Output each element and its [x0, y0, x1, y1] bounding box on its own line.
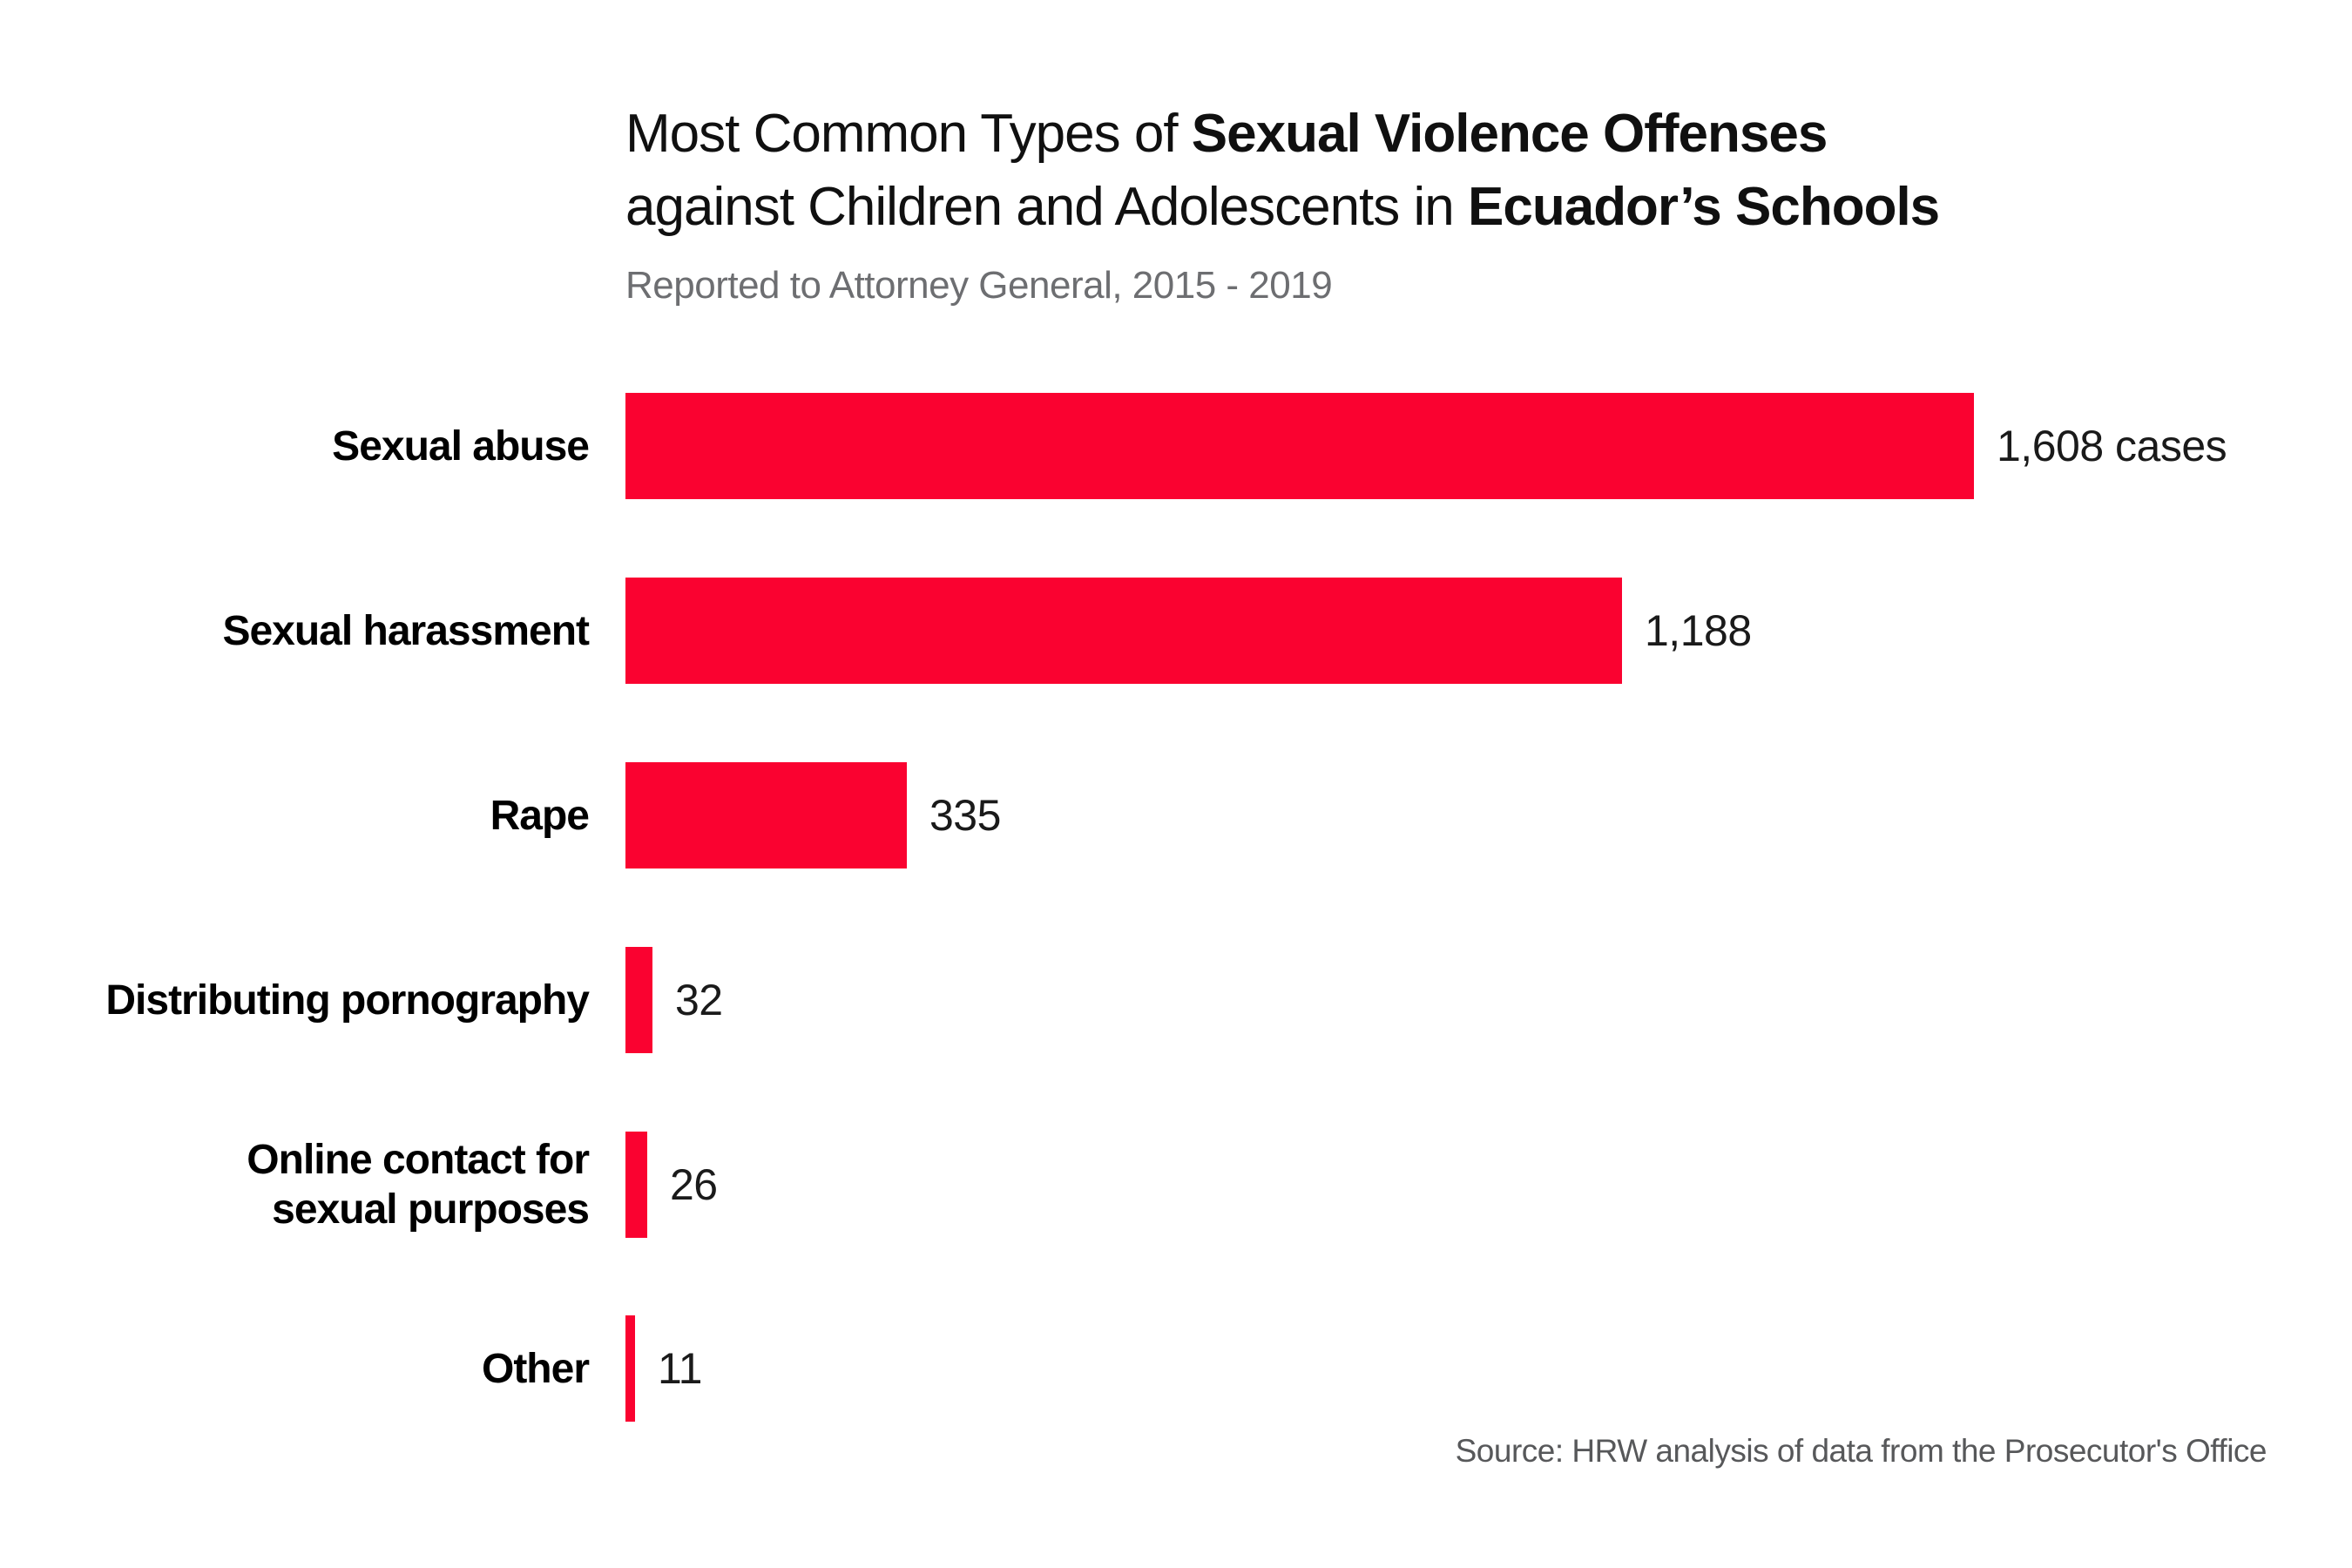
title-line2-regular: against Children and Adolescents in [625, 177, 1468, 237]
chart-row: Other 11 [0, 1315, 2352, 1422]
chart-row: Distributing pornography 32 [0, 947, 2352, 1053]
chart-row: Rape 335 [0, 762, 2352, 868]
chart-row: Online contact for sexual purposes 26 [0, 1132, 2352, 1238]
value-label: 26 [670, 1160, 718, 1209]
value-label: 11 [658, 1344, 702, 1393]
bar [625, 947, 652, 1053]
chart-title: Most Common Types of Sexual Violence Off… [625, 98, 1940, 244]
bar [625, 393, 1974, 499]
category-label: Sexual harassment [0, 578, 590, 684]
category-label: Other [0, 1315, 590, 1422]
chart-row: Sexual abuse 1,608 cases [0, 393, 2352, 499]
value-label: 1,608 cases [1997, 422, 2227, 470]
bar [625, 1315, 635, 1422]
category-label-line: Other [481, 1345, 590, 1392]
category-label: Rape [0, 762, 590, 868]
category-label: Online contact for sexual purposes [0, 1132, 590, 1238]
title-line2-bold: Ecuador’s Schools [1468, 177, 1940, 237]
category-label: Sexual abuse [0, 393, 590, 499]
title-line1-regular: Most Common Types of [625, 104, 1192, 164]
title-line-1: Most Common Types of Sexual Violence Off… [625, 98, 1939, 171]
category-label-line: Distributing pornography [105, 977, 590, 1024]
category-label-line: Online contact for [247, 1137, 590, 1183]
category-label-line: Sexual abuse [332, 422, 590, 470]
source-note: Source: HRW analysis of data from the Pr… [1455, 1433, 2268, 1469]
title-line-2: against Children and Adolescents in Ecua… [625, 171, 1940, 244]
title-line1-bold: Sexual Violence Offenses [1191, 104, 1828, 164]
bar [625, 762, 907, 868]
bar [625, 578, 1622, 684]
chart-row: Sexual harassment 1,188 [0, 578, 2352, 684]
category-label-line: sexual purposes [272, 1186, 590, 1233]
category-label-line: Sexual harassment [222, 607, 590, 654]
category-label-line: Rape [490, 792, 590, 839]
chart-subtitle: Reported to Attorney General, 2015 - 201… [625, 264, 1333, 307]
value-label: 335 [929, 791, 1001, 840]
value-label: 32 [675, 976, 723, 1024]
category-label: Distributing pornography [0, 947, 590, 1053]
bar [625, 1132, 647, 1238]
value-label: 1,188 [1645, 606, 1752, 655]
